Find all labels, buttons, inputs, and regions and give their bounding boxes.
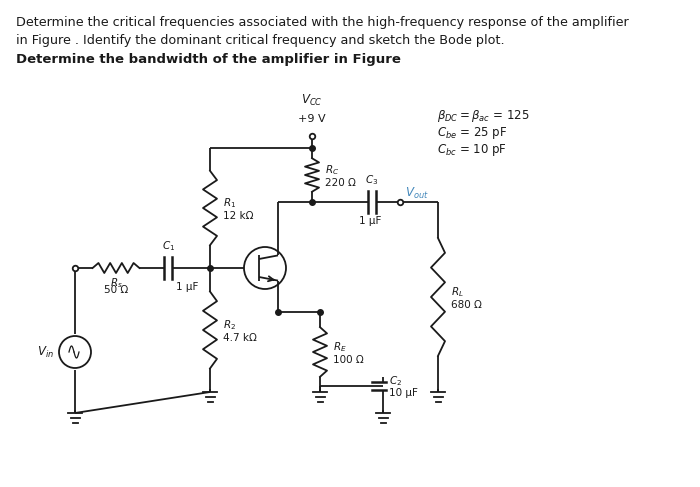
Text: 10 μF: 10 μF xyxy=(389,388,418,398)
Text: 220 Ω: 220 Ω xyxy=(325,178,356,188)
Text: $R_1$: $R_1$ xyxy=(223,196,236,210)
Text: $C_2$: $C_2$ xyxy=(389,374,402,388)
Text: 1 μF: 1 μF xyxy=(359,216,382,226)
Text: $V_{in}$: $V_{in}$ xyxy=(37,344,54,359)
Text: 1 μF: 1 μF xyxy=(176,282,198,292)
Text: Determine the critical frequencies associated with the high-frequency response o: Determine the critical frequencies assoc… xyxy=(16,16,629,29)
Text: 4.7 kΩ: 4.7 kΩ xyxy=(223,333,257,343)
Text: +9 V: +9 V xyxy=(298,114,326,124)
Text: $R_2$: $R_2$ xyxy=(223,318,236,332)
Text: $C_{be}$ = 25 pF: $C_{be}$ = 25 pF xyxy=(437,125,508,141)
Text: $R_C$: $R_C$ xyxy=(325,163,340,177)
Text: $C_3$: $C_3$ xyxy=(365,173,379,187)
Text: $R_L$: $R_L$ xyxy=(451,285,464,299)
Text: $V_{out}$: $V_{out}$ xyxy=(405,186,429,201)
Text: 680 Ω: 680 Ω xyxy=(451,300,482,310)
Text: $R_s$: $R_s$ xyxy=(110,276,122,290)
Text: Determine the bandwidth of the amplifier in Figure: Determine the bandwidth of the amplifier… xyxy=(16,53,401,66)
Text: 12 kΩ: 12 kΩ xyxy=(223,211,253,221)
Text: 100 Ω: 100 Ω xyxy=(333,355,364,365)
Text: $V_{CC}$: $V_{CC}$ xyxy=(301,93,323,108)
Text: $C_{bc}$ = 10 pF: $C_{bc}$ = 10 pF xyxy=(437,142,507,158)
Text: $C_1$: $C_1$ xyxy=(162,239,176,253)
Text: $R_E$: $R_E$ xyxy=(333,340,346,354)
Text: $\beta_{DC} = \beta_{ac}$ = 125: $\beta_{DC} = \beta_{ac}$ = 125 xyxy=(437,108,529,124)
Text: 50 Ω: 50 Ω xyxy=(104,285,128,295)
Text: in Figure . Identify the dominant critical frequency and sketch the Bode plot.: in Figure . Identify the dominant critic… xyxy=(16,34,505,47)
